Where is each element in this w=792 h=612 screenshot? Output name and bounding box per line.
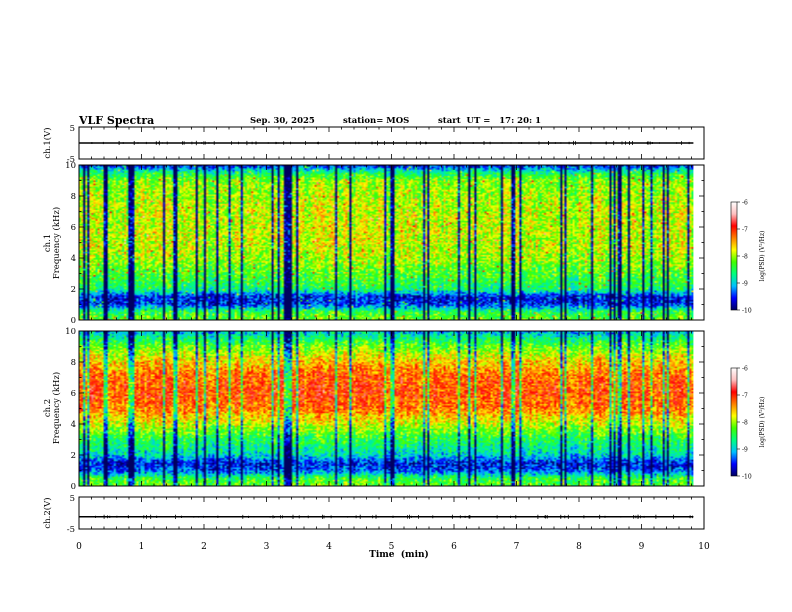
time-tick-label: 8 <box>576 542 582 552</box>
ch2-frequency-ticks: 0 2 4 6 8 10 <box>65 327 704 492</box>
frequency-tick-label: 0 <box>71 316 76 326</box>
ch2-frequency-ylabel: Frequency (kHz) <box>51 372 62 444</box>
station-label: station= MOS <box>343 116 409 126</box>
ch1-ytick-top: 5 <box>70 124 75 134</box>
ch2-ytick-top: 5 <box>70 494 75 504</box>
frequency-tick-label: 10 <box>65 327 76 337</box>
time-tick-label: 0 <box>76 542 82 552</box>
ch1-colorbar-ticks: -6 -7 -8 -9 -10 <box>737 200 752 315</box>
time-tick-label: 7 <box>514 542 520 552</box>
time-tick-label: 1 <box>139 542 145 552</box>
colorbar-tick-label: -7 <box>742 393 748 400</box>
time-tick-label: 9 <box>639 542 645 552</box>
ch2-colorbar: -6 -7 -8 -9 -10 log(PSD) (V²/Hz) <box>730 366 766 481</box>
colorbar-tick-label: -10 <box>742 474 752 481</box>
ch2-spectrogram-panel: 0 2 4 6 8 10 Frequency (kHz) ch.2 <box>43 327 705 492</box>
colorbar-tick-label: -8 <box>742 254 748 261</box>
time-tick-label: 5 <box>389 542 395 552</box>
time-tick-label: 3 <box>264 542 270 552</box>
frequency-tick-label: 6 <box>71 223 76 233</box>
figure-title: VLF Spectra <box>78 114 154 127</box>
ch1-channel-label: ch.1 <box>43 234 53 252</box>
ch1-spectrogram-panel: 0 2 4 6 8 10 Frequency (kHz) ch.1 <box>43 161 705 326</box>
start-time-label: start UT = 17: 20: 1 <box>438 116 541 126</box>
ch1-waveform-ylabel: ch.1(V) <box>42 127 53 158</box>
colorbar-tick-label: -6 <box>742 366 748 373</box>
frequency-tick-label: 2 <box>71 285 76 295</box>
time-tick-labels: 0 1 2 3 4 5 6 7 8 9 10 <box>76 542 710 552</box>
frequency-tick-label: 8 <box>71 358 76 368</box>
ch2-spectrogram-image <box>79 331 694 486</box>
time-axis-label: Time (min) <box>369 549 429 560</box>
colorbar-tick-label: -8 <box>742 420 748 427</box>
ch1-ytick-bottom: -5 <box>67 155 75 165</box>
frequency-tick-label: 6 <box>71 389 76 399</box>
frequency-tick-label: 4 <box>71 420 76 430</box>
colorbar-tick-label: -7 <box>742 227 748 234</box>
ch2-ytick-bottom: -5 <box>67 525 75 535</box>
ch1-frequency-ylabel: Frequency (kHz) <box>51 207 62 279</box>
frequency-tick-label: 8 <box>71 192 76 202</box>
time-tick-label: 10 <box>698 542 710 552</box>
ch2-waveform-panel: 5 -5 ch.2(V) <box>42 494 705 535</box>
time-tick-label: 4 <box>326 542 332 552</box>
colorbar-tick-label: -9 <box>742 447 748 454</box>
ch1-waveform-panel: 5 -5 ch.1(V) <box>42 124 705 165</box>
ch2-waveform-spikes <box>78 514 693 519</box>
ch1-frequency-ticks: 0 2 4 6 8 10 <box>65 161 704 326</box>
ch1-waveform-spikes <box>91 140 690 146</box>
time-ticks <box>78 127 705 529</box>
ch1-colorbar-label: log(PSD) (V²/Hz) <box>759 231 766 282</box>
ch2-colorbar-ticks: -6 -7 -8 -9 -10 <box>737 366 752 481</box>
ch1-spectrogram-image <box>79 165 694 320</box>
colorbar-tick-label: -9 <box>742 281 748 288</box>
colorbar-tick-label: -6 <box>742 200 748 207</box>
frequency-tick-label: 4 <box>71 254 76 264</box>
ch2-waveform-ylabel: ch.2(V) <box>42 497 53 528</box>
frequency-tick-label: 10 <box>65 161 76 171</box>
frequency-tick-label: 2 <box>71 451 76 461</box>
ch2-colorbar-label: log(PSD) (V²/Hz) <box>759 397 766 448</box>
time-tick-label: 2 <box>201 542 207 552</box>
date-label: Sep. 30, 2025 <box>250 116 315 126</box>
ch2-channel-label: ch.2 <box>43 399 53 417</box>
time-tick-label: 6 <box>451 542 457 552</box>
ch2-colorbar-gradient <box>731 368 737 476</box>
ch1-colorbar-gradient <box>731 202 737 310</box>
ch1-colorbar: -6 -7 -8 -9 -10 log(PSD) (V²/Hz) <box>730 200 766 315</box>
frequency-tick-label: 0 <box>71 482 76 492</box>
colorbar-tick-label: -10 <box>742 308 752 315</box>
